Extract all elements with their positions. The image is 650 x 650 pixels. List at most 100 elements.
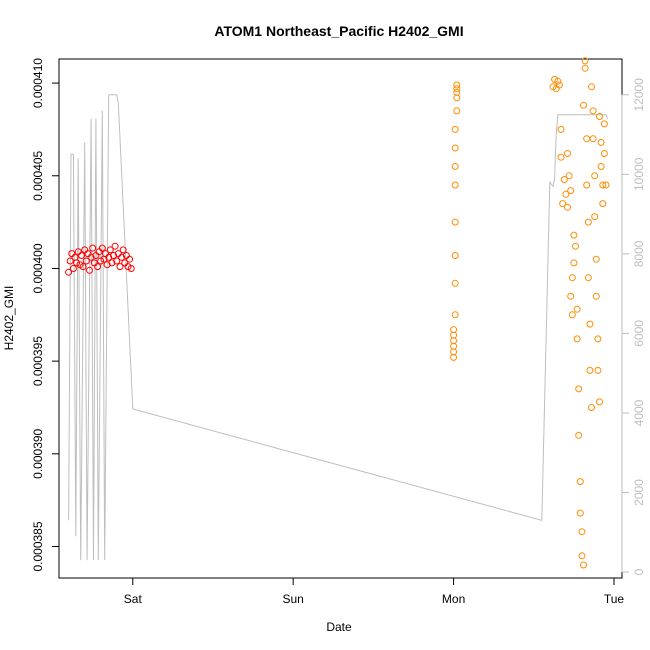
data-point xyxy=(113,257,121,265)
data-point xyxy=(111,242,119,250)
y2-tick-label: 8000 xyxy=(632,240,646,267)
data-point xyxy=(592,255,600,263)
data-point xyxy=(583,181,591,189)
data-point xyxy=(584,274,592,282)
data-point xyxy=(106,246,114,254)
data-point xyxy=(557,125,565,133)
data-point xyxy=(87,253,95,261)
y2-tick-label: 12000 xyxy=(632,78,646,112)
data-point xyxy=(555,81,563,89)
y-axis: 0.000385 0.000390 0.000395 0.000400 0.000405… xyxy=(31,58,60,572)
data-point xyxy=(583,135,591,143)
y2-tick-label: 4000 xyxy=(632,399,646,426)
data-point xyxy=(589,135,597,143)
x-tick-label: Tue xyxy=(604,592,625,606)
data-point xyxy=(564,150,571,157)
data-point xyxy=(580,101,587,109)
x-axis: Sat Sun Mon Tue xyxy=(124,577,625,606)
y-tick-label: 0.000410 xyxy=(31,58,45,108)
data-point xyxy=(602,181,610,189)
data-point xyxy=(568,274,576,282)
data-point xyxy=(116,263,124,271)
x-axis-label: Date xyxy=(326,620,352,634)
data-point xyxy=(568,311,576,319)
data-point xyxy=(575,385,583,393)
data-point xyxy=(572,242,579,250)
data-point xyxy=(119,246,127,254)
data-point xyxy=(592,292,600,300)
data-point xyxy=(105,253,113,261)
x-tick-label: Mon xyxy=(442,592,465,606)
data-point xyxy=(600,120,608,128)
data-point xyxy=(451,311,459,319)
data-point xyxy=(581,57,589,65)
data-point xyxy=(86,266,93,274)
data-point xyxy=(554,77,562,85)
y2-tick-label: 6000 xyxy=(632,320,646,347)
data-point xyxy=(65,268,73,276)
data-point xyxy=(597,138,605,146)
data-point xyxy=(584,218,592,226)
data-point xyxy=(562,190,570,198)
data-point xyxy=(596,113,603,120)
data-point xyxy=(127,265,135,272)
data-point xyxy=(69,265,77,272)
data-point xyxy=(453,107,461,115)
data-point xyxy=(586,320,594,328)
data-point xyxy=(581,64,589,72)
data-point xyxy=(573,335,581,343)
data-point xyxy=(570,259,578,267)
data-point xyxy=(451,163,459,170)
plot-area-frame xyxy=(58,58,623,579)
data-point xyxy=(451,144,459,152)
data-point xyxy=(94,263,101,271)
y-tick-label: 0.000385 xyxy=(31,521,45,571)
data-point xyxy=(591,172,599,180)
data-point xyxy=(450,326,458,334)
data-point xyxy=(588,404,595,411)
data-point xyxy=(453,88,461,96)
x-tick-label: Sun xyxy=(283,592,304,606)
x-tick-label: Sat xyxy=(124,592,143,606)
y2-tick-label: 10000 xyxy=(632,157,646,191)
data-point xyxy=(594,366,602,374)
data-point xyxy=(118,253,126,261)
data-point xyxy=(578,528,586,536)
data-point xyxy=(453,81,461,89)
data-point xyxy=(79,263,87,271)
series-line xyxy=(68,94,609,561)
data-point xyxy=(588,83,595,91)
chart-title: ATOM1 Northeast_Pacific H2402_GMI xyxy=(214,23,463,39)
points-layer xyxy=(65,57,610,569)
data-point xyxy=(557,153,565,161)
data-point xyxy=(74,248,82,256)
data-point xyxy=(576,509,584,517)
data-point xyxy=(98,244,106,252)
data-point xyxy=(596,398,603,406)
data-point xyxy=(599,200,607,208)
data-point xyxy=(586,366,594,374)
data-point xyxy=(103,261,111,269)
data-point xyxy=(451,181,459,189)
data-point xyxy=(565,172,573,180)
data-point xyxy=(589,107,597,115)
data-point xyxy=(451,125,459,133)
y-tick-label: 0.000400 xyxy=(31,243,45,293)
data-point xyxy=(580,561,587,569)
data-point xyxy=(567,187,575,195)
data-point xyxy=(597,163,605,170)
data-point xyxy=(82,257,90,265)
data-point xyxy=(453,85,461,93)
data-point xyxy=(451,218,459,226)
y2-tick-label: 0 xyxy=(632,568,646,575)
data-point xyxy=(594,335,602,343)
line-series-layer xyxy=(68,94,609,561)
data-point xyxy=(451,252,459,259)
data-point xyxy=(573,305,581,313)
y-tick-label: 0.000390 xyxy=(31,428,45,478)
data-point xyxy=(570,231,578,239)
data-point xyxy=(575,431,583,439)
data-point xyxy=(110,252,117,259)
data-point xyxy=(600,150,608,157)
data-point xyxy=(564,203,571,211)
